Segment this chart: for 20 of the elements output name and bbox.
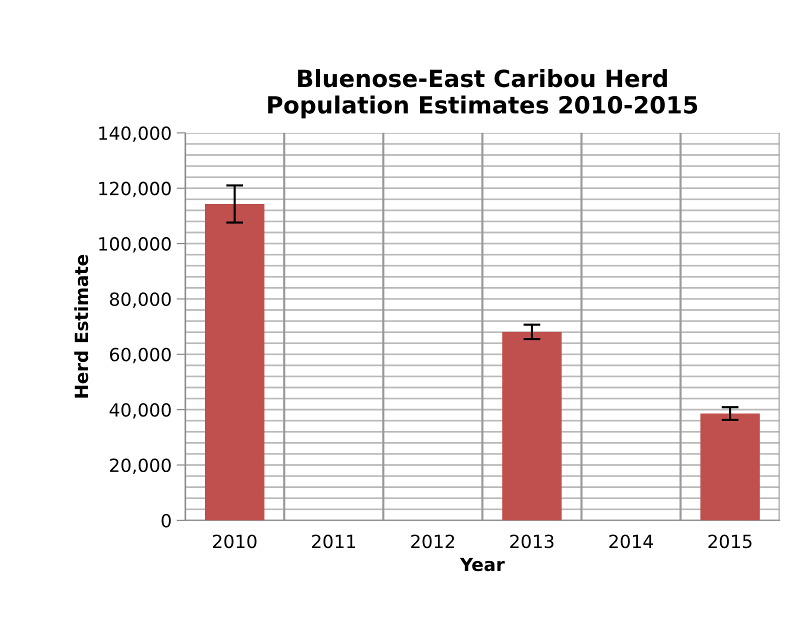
y-tick-label: 140,000 [99, 126, 171, 142]
bar [204, 204, 264, 520]
y-tick-label: 120,000 [99, 182, 171, 198]
x-axis-title: Year [460, 558, 505, 572]
bar [700, 414, 760, 520]
x-tick-label: 2014 [609, 534, 653, 548]
x-tick-label: 2010 [213, 534, 256, 548]
y-tick-label: 100,000 [99, 237, 171, 253]
x-tick-label: 2012 [411, 534, 454, 548]
x-tick-label: 2015 [708, 534, 752, 548]
y-tick-label: 20,000 [110, 458, 171, 474]
y-axis-title: Herd Estimate [74, 254, 88, 398]
y-tick-label: 40,000 [110, 403, 171, 419]
y-tick-label: 80,000 [110, 292, 171, 308]
y-tick-label: 0 [162, 514, 171, 528]
chart-title: Bluenose-East Caribou Herd Population Estimates 2010-2015 [268, 69, 698, 118]
bar [502, 332, 562, 520]
x-tick-label: 2011 [312, 534, 356, 548]
x-tick-label: 2013 [510, 534, 554, 548]
y-tick-label: 60,000 [110, 348, 171, 364]
